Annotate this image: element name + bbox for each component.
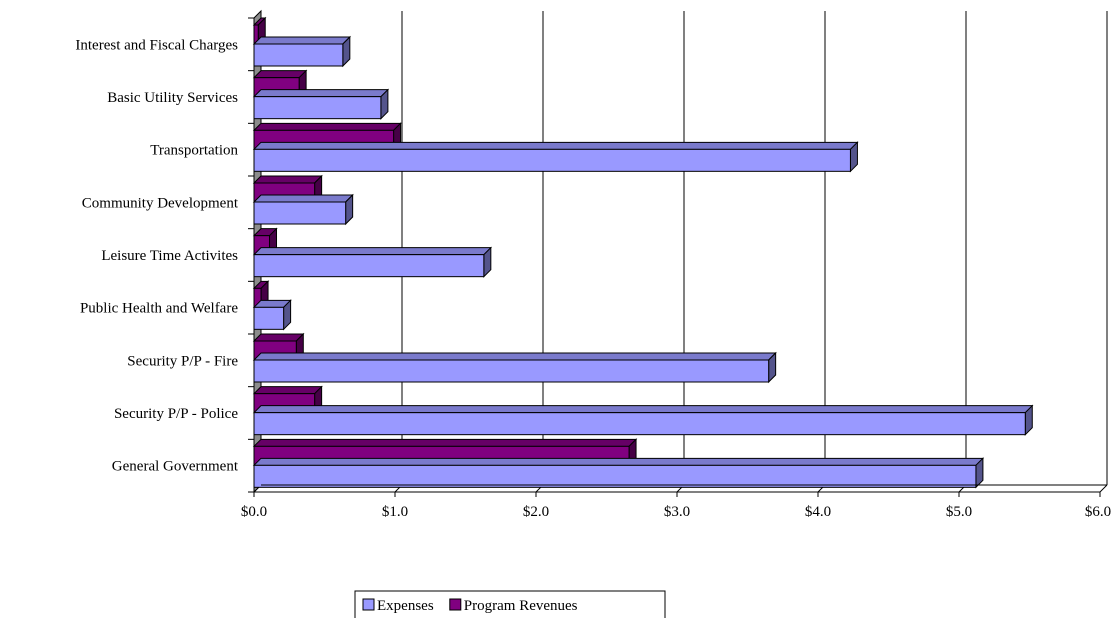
bar-revenue-community-development-top (252, 175, 323, 184)
bar-expense-community-development (252, 193, 354, 226)
bar-expense-general-government-top (252, 457, 985, 466)
category-label: Public Health and Welfare (80, 301, 238, 317)
bar-expense-community-development-front (253, 201, 347, 225)
bar-expense-transportation-front (253, 148, 851, 172)
x-tick-label: $5.0 (946, 504, 972, 520)
bar-expense-security-p-p-police-front (253, 412, 1026, 436)
x-tick-label: $6.0 (1085, 504, 1111, 520)
bar-expense-security-p-p-fire-front (253, 359, 770, 383)
bar-revenue-security-p-p-police-top (252, 386, 323, 395)
bar-expense-transportation-top (252, 141, 859, 150)
legend-box (354, 590, 666, 618)
bar-expense-leisure-time-activites-front (253, 254, 485, 278)
bar-revenue-basic-utility-services-top (252, 70, 308, 79)
legend-label-expenses: Expenses (377, 598, 434, 614)
bar-revenue-security-p-p-fire-top (252, 333, 305, 342)
bar-expense-public-health-and-welfare-front (253, 306, 285, 330)
bar-revenue-transportation-top (252, 122, 402, 131)
category-label: Community Development (82, 195, 239, 211)
floor-edge (1099, 484, 1108, 493)
bar-expense-public-health-and-welfare (252, 299, 292, 331)
bar-expense-basic-utility-services (252, 88, 390, 120)
bar-expense-interest-and-fiscal-charges (252, 35, 352, 68)
gridlines (253, 11, 1108, 493)
x-tick-label: $4.0 (805, 504, 831, 520)
bars (252, 16, 1034, 489)
category-label: General Government (112, 459, 239, 475)
x-tick-label: $0.0 (241, 504, 267, 520)
bar-expense-security-p-p-police (252, 404, 1034, 436)
bar-expense-security-p-p-police-top (252, 405, 1034, 414)
legend-swatch-program-revenues (449, 598, 462, 611)
category-label: Security P/P - Police (114, 406, 238, 422)
bar-expense-transportation (252, 141, 859, 173)
legend: Expenses Program Revenues (354, 590, 666, 618)
bar-expense-interest-and-fiscal-charges-front (253, 43, 344, 67)
axes (248, 17, 1107, 497)
bar-expense-community-development-top (252, 194, 354, 203)
bar-expense-basic-utility-services-front (253, 96, 382, 120)
x-tick-label: $2.0 (523, 504, 549, 520)
bar-expense-general-government (252, 457, 985, 489)
bar-expense-basic-utility-services-top (252, 89, 390, 98)
bar-revenue-general-government-top (252, 438, 638, 447)
category-label: Security P/P - Fire (127, 353, 238, 369)
legend-label-program-revenues: Program Revenues (464, 598, 578, 614)
bar-expense-security-p-p-fire (252, 351, 777, 384)
labels: Interest and Fiscal Charges Basic Utility… (75, 37, 1111, 520)
x-tick-label: $1.0 (382, 504, 408, 520)
bar-expense-leisure-time-activites (252, 246, 493, 278)
category-label: Transportation (150, 143, 238, 159)
bar-expense-interest-and-fiscal-charges-top (252, 36, 352, 45)
bar-expense-leisure-time-activites-top (252, 247, 493, 256)
bar-expense-security-p-p-fire-top (252, 352, 777, 361)
category-label: Leisure Time Activites (101, 248, 238, 264)
category-label: Basic Utility Services (107, 90, 238, 106)
legend-swatch-expenses (362, 598, 375, 611)
category-label: Interest and Fiscal Charges (75, 37, 238, 53)
x-tick-label: $3.0 (664, 504, 690, 520)
bar-expense-general-government-front (253, 464, 977, 488)
